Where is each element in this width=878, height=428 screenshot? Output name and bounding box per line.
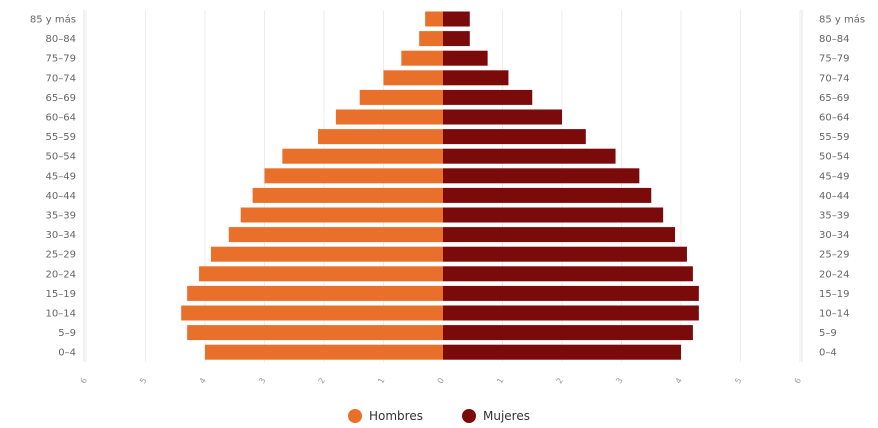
age-label: 60–64 [46, 113, 76, 124]
age-labels-left: 85 y más 80–84 75–79 70–74 65–69 60–64 55–59 50… [30, 14, 76, 359]
age-label: 50–54 [46, 152, 76, 163]
bar-mujeres[interactable] [443, 168, 640, 184]
age-label: 70–74 [819, 73, 849, 84]
age-label: 55–59 [819, 132, 849, 143]
x-tick-label: 5 [138, 376, 148, 385]
x-tick-label: 1 [376, 376, 386, 385]
mujeres-bars [443, 11, 699, 360]
bar-mujeres[interactable] [443, 11, 470, 27]
age-label: 10–14 [819, 309, 849, 320]
age-label: 80–84 [819, 34, 849, 45]
age-label: 55–59 [46, 132, 76, 143]
age-label: 35–39 [46, 211, 76, 222]
age-label: 0–4 [819, 348, 837, 359]
age-label: 15–19 [46, 289, 76, 300]
bar-mujeres[interactable] [443, 325, 693, 341]
age-label: 50–54 [819, 152, 849, 163]
legend-marker-mujeres [462, 409, 476, 423]
age-labels-right: 85 y más 80–84 75–79 70–74 65–69 60–64 55–59 50… [819, 14, 865, 359]
x-axis-tick-labels: 6 5 4 3 2 1 0 1 2 3 4 5 6 [79, 376, 803, 385]
x-tick-label: 2 [555, 376, 565, 385]
age-label: 15–19 [819, 289, 849, 300]
age-label: 30–34 [46, 230, 76, 241]
bar-mujeres[interactable] [443, 344, 681, 360]
age-label: 85 y más [30, 14, 76, 26]
age-label: 35–39 [819, 211, 849, 222]
bar-hombres[interactable] [264, 168, 444, 184]
bar-hombres[interactable] [199, 266, 443, 282]
bar-hombres[interactable] [252, 187, 443, 203]
bar-hombres[interactable] [383, 70, 444, 86]
age-label: 25–29 [46, 250, 76, 261]
age-label: 45–49 [46, 171, 76, 182]
bar-hombres[interactable] [228, 227, 443, 243]
age-label: 10–14 [46, 309, 76, 320]
bar-mujeres[interactable] [443, 31, 470, 47]
x-tick-label: 4 [674, 376, 684, 385]
bar-hombres[interactable] [335, 109, 443, 125]
x-tick-label: 3 [257, 376, 267, 385]
legend-marker-hombres [348, 409, 362, 423]
chart-legend: Hombres Mujeres [348, 409, 530, 423]
age-label: 45–49 [819, 171, 849, 182]
x-tick-label: 1 [495, 376, 505, 385]
x-tick-label: 4 [198, 376, 208, 385]
bar-mujeres[interactable] [443, 187, 652, 203]
age-label: 5–9 [819, 328, 837, 339]
age-label: 20–24 [819, 269, 849, 280]
bar-mujeres[interactable] [443, 89, 533, 105]
bar-mujeres[interactable] [443, 227, 676, 243]
legend-item-hombres[interactable]: Hombres [348, 409, 423, 423]
bar-hombres[interactable] [187, 285, 443, 301]
age-label: 0–4 [58, 348, 76, 359]
bar-hombres[interactable] [181, 305, 443, 321]
bar-mujeres[interactable] [443, 266, 693, 282]
x-tick-label: 0 [436, 376, 446, 385]
bar-mujeres[interactable] [443, 246, 687, 262]
age-label: 85 y más [819, 14, 865, 26]
bar-mujeres[interactable] [443, 50, 488, 66]
x-tick-label: 6 [793, 376, 803, 385]
vertical-gridlines [85, 10, 801, 362]
age-label: 40–44 [46, 191, 76, 202]
bar-hombres[interactable] [419, 31, 443, 47]
x-tick-label: 6 [79, 376, 89, 385]
age-label: 5–9 [58, 328, 76, 339]
bar-hombres[interactable] [401, 50, 443, 66]
bar-mujeres[interactable] [443, 207, 664, 223]
age-label: 80–84 [46, 34, 76, 45]
x-tick-label: 5 [733, 376, 743, 385]
bar-mujeres[interactable] [443, 148, 616, 164]
age-label: 30–34 [819, 230, 849, 241]
age-label: 65–69 [819, 93, 849, 104]
age-label: 60–64 [819, 113, 849, 124]
x-tick-label: 3 [614, 376, 624, 385]
bar-mujeres[interactable] [443, 129, 586, 145]
age-label: 75–79 [46, 54, 76, 65]
legend-label-mujeres: Mujeres [483, 409, 530, 423]
bar-hombres[interactable] [240, 207, 443, 223]
age-label: 25–29 [819, 250, 849, 261]
age-label: 40–44 [819, 191, 849, 202]
bar-mujeres[interactable] [443, 70, 509, 86]
bar-mujeres[interactable] [443, 305, 699, 321]
age-label: 75–79 [819, 54, 849, 65]
bar-hombres[interactable] [210, 246, 443, 262]
bar-hombres[interactable] [205, 344, 443, 360]
age-label: 20–24 [46, 269, 76, 280]
age-label: 70–74 [46, 73, 76, 84]
bar-mujeres[interactable] [443, 285, 699, 301]
bar-hombres[interactable] [318, 129, 443, 145]
bar-hombres[interactable] [187, 325, 443, 341]
bar-hombres[interactable] [282, 148, 443, 164]
bar-hombres[interactable] [425, 11, 443, 27]
x-tick-label: 2 [317, 376, 327, 385]
legend-label-hombres: Hombres [369, 409, 423, 423]
age-label: 65–69 [46, 93, 76, 104]
bar-hombres[interactable] [359, 89, 443, 105]
hombres-bars [181, 11, 444, 360]
legend-item-mujeres[interactable]: Mujeres [462, 409, 530, 423]
bar-mujeres[interactable] [443, 109, 562, 125]
